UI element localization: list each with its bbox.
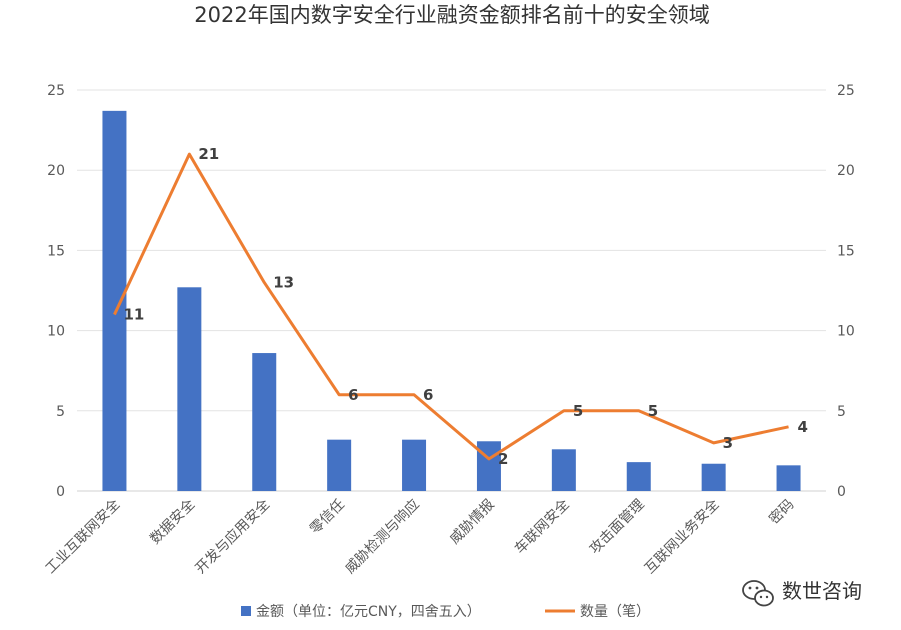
bar	[476, 441, 501, 491]
data-label: 2	[498, 450, 508, 468]
y-axis-left: 0 5 10 15 20 25	[47, 83, 65, 500]
x-tick-label: 密码	[766, 496, 798, 528]
bar	[776, 465, 801, 491]
legend-swatch-bar	[241, 606, 251, 616]
watermark-text: 数世咨询	[782, 579, 862, 603]
bar	[327, 439, 352, 491]
data-label: 21	[198, 145, 219, 163]
x-tick-label: 开发与应用安全	[192, 496, 273, 577]
y-tick-label-right: 25	[837, 83, 855, 99]
y-tick-label-right: 20	[837, 163, 855, 179]
data-label: 13	[273, 273, 294, 291]
line-series: 11 21 13 6 6 2 5 5 3 4	[113, 145, 808, 468]
y-tick-label-right: 15	[837, 243, 855, 259]
series-line	[113, 152, 789, 461]
chart-title: 2022年国内数字安全行业融资金额排名前十的安全领域	[194, 3, 709, 27]
x-tick-label: 互联网业务安全	[641, 496, 722, 577]
bar	[102, 110, 127, 492]
bar	[402, 439, 427, 491]
y-tick-label-left: 25	[47, 83, 65, 99]
bar	[177, 287, 202, 491]
y-tick-label-left: 15	[47, 243, 65, 259]
y-axis-right: 0 5 10 15 20 25	[837, 83, 855, 500]
bar	[252, 353, 277, 491]
data-label: 3	[723, 434, 733, 452]
watermark: 数世咨询	[742, 579, 862, 607]
data-label: 5	[573, 402, 583, 420]
y-tick-label-left: 20	[47, 163, 65, 179]
data-label: 6	[423, 386, 433, 404]
legend: 金额（单位：亿元CNY，四舍五入） 数量（笔）	[241, 604, 650, 620]
data-label: 11	[123, 306, 144, 324]
x-tick-label: 攻击面管理	[587, 497, 648, 558]
x-tick-label: 数据安全	[147, 496, 199, 548]
data-label: 5	[648, 402, 658, 420]
data-label: 6	[348, 386, 358, 404]
x-tick-label: 车联网安全	[511, 496, 573, 558]
y-tick-label-right: 0	[837, 484, 846, 500]
x-tick-label: 威胁检测与响应	[342, 496, 423, 577]
y-tick-label-left: 0	[56, 484, 65, 500]
bar	[626, 462, 651, 491]
bar	[701, 463, 726, 491]
legend-label-bar: 金额（单位：亿元CNY，四舍五入）	[256, 604, 481, 620]
y-tick-label-right: 5	[837, 404, 846, 420]
x-tick-label: 威胁情报	[447, 497, 498, 548]
data-label: 4	[798, 418, 808, 436]
wechat-icon	[742, 580, 774, 607]
y-tick-label-left: 10	[47, 324, 65, 340]
x-tick-label: 工业互联网安全	[42, 496, 123, 577]
y-tick-label-right: 10	[837, 324, 855, 340]
bar	[551, 449, 576, 491]
y-tick-label-left: 5	[56, 404, 65, 420]
x-tick-label: 零信任	[307, 497, 348, 538]
legend-label-line: 数量（笔）	[580, 604, 650, 620]
gridlines	[77, 89, 826, 492]
